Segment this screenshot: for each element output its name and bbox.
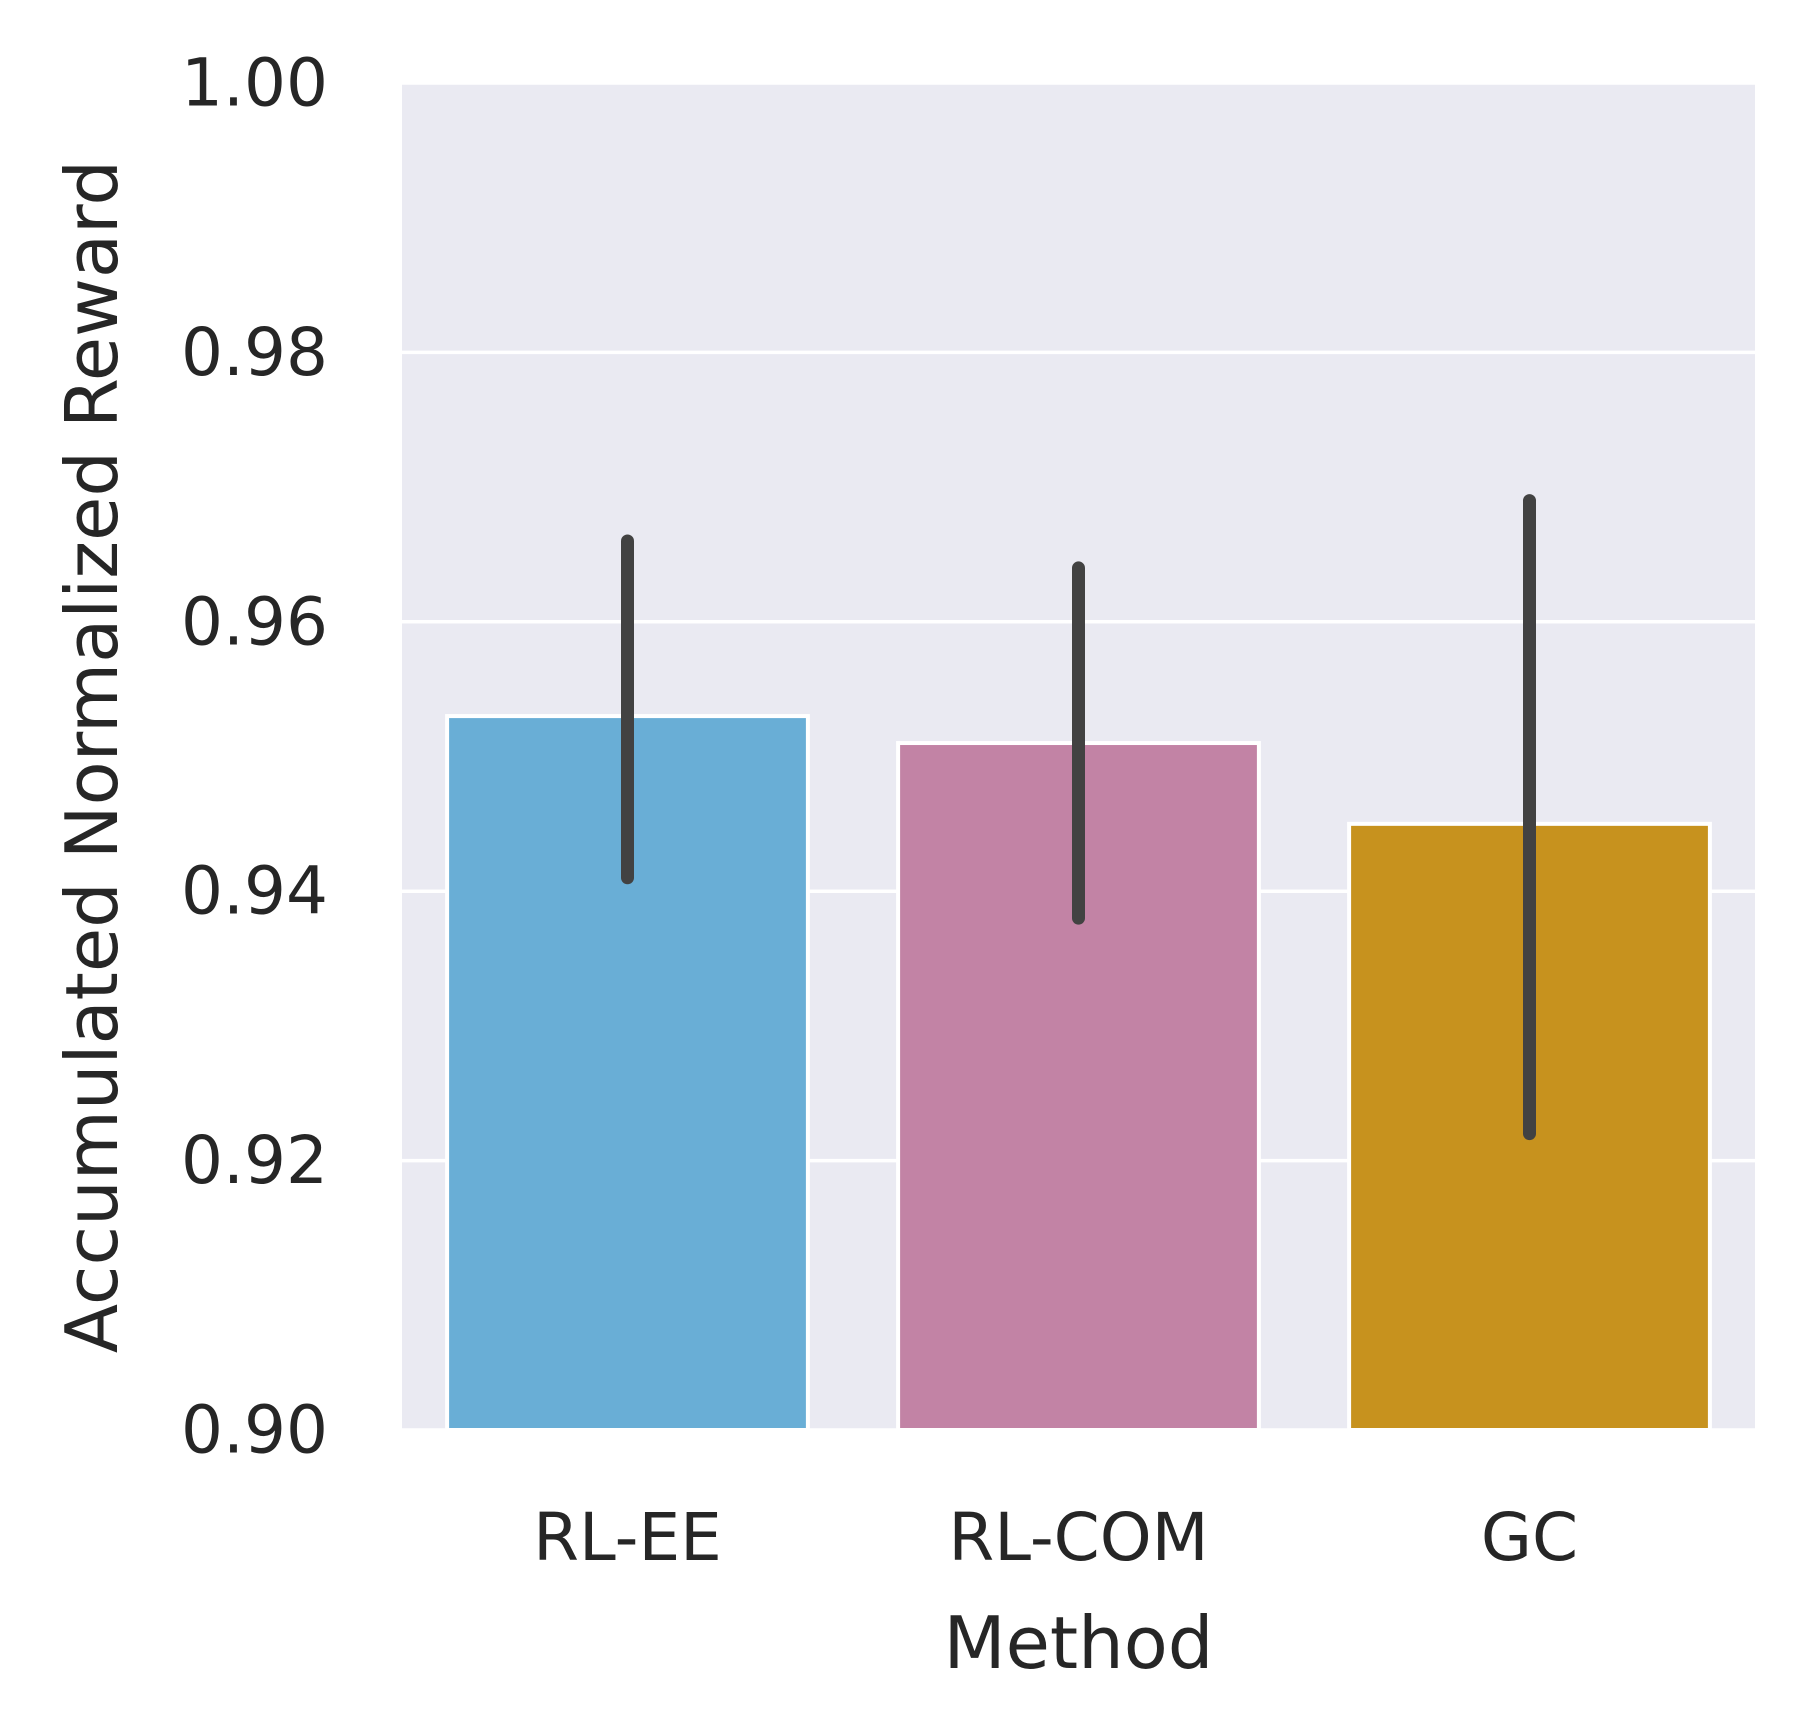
y-tick-labels: 0.90 0.92 0.94 0.96 0.98 1.00 [181, 45, 328, 1469]
y-tick-label: 0.94 [181, 853, 328, 930]
y-axis-label: Accumulated Normalized Reward [50, 160, 134, 1353]
y-tick-label: 0.98 [181, 314, 328, 391]
error-bars [621, 494, 1536, 1141]
x-tick-label: RL-COM [948, 1499, 1208, 1576]
x-axis-label: Method [943, 1601, 1213, 1685]
x-tick-labels: RL-EE RL-COM GC [533, 1499, 1578, 1576]
y-tick-label: 0.92 [181, 1122, 328, 1199]
x-tick-label: RL-EE [533, 1499, 722, 1576]
y-tick-label: 0.90 [181, 1392, 328, 1469]
y-tick-label: 0.96 [181, 583, 328, 660]
x-tick-label: GC [1481, 1499, 1578, 1576]
y-tick-label: 1.00 [181, 45, 328, 122]
